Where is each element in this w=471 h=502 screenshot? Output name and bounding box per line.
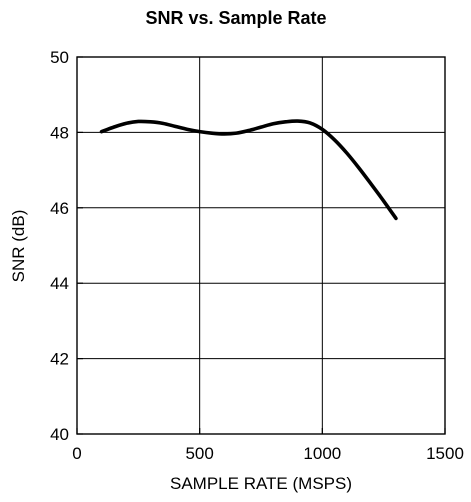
series-group: [99, 119, 398, 221]
y-tick-label: 40: [50, 425, 69, 444]
grid: [77, 57, 445, 434]
x-tick-label: 500: [185, 444, 213, 463]
y-axis-title: SNR (dB): [9, 210, 28, 283]
axis-ticks: 0 500 1000 1500 40 42 44 46 48 50: [50, 48, 464, 463]
x-tick-label: 0: [72, 444, 81, 463]
snr-series-line: [99, 119, 398, 221]
x-tick-label: 1000: [303, 444, 341, 463]
x-axis-title: SAMPLE RATE (MSPS): [170, 474, 352, 493]
chart-title: SNR vs. Sample Rate: [145, 8, 326, 28]
y-tick-label: 46: [50, 199, 69, 218]
x-tick-label: 1500: [426, 444, 464, 463]
plot-frame: [76, 56, 446, 435]
y-tick-label: 44: [50, 274, 69, 293]
y-tick-label: 50: [50, 48, 69, 67]
y-tick-label: 42: [50, 350, 69, 369]
y-tick-label: 48: [50, 123, 69, 142]
